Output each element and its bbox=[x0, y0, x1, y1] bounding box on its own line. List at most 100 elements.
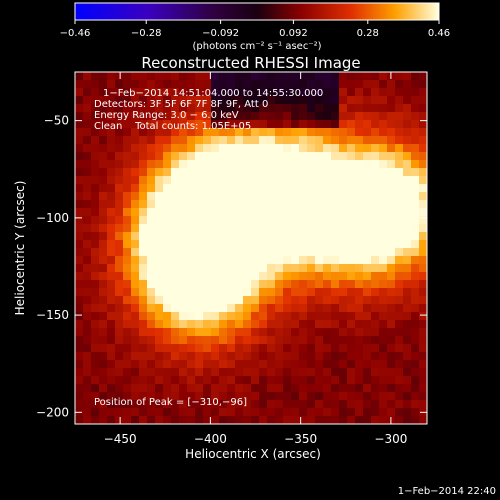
heatmap-cell bbox=[75, 96, 84, 105]
heatmap-cell bbox=[83, 304, 92, 313]
heatmap-cell bbox=[299, 232, 308, 241]
heatmap-cell bbox=[299, 184, 308, 193]
heatmap-cell bbox=[395, 384, 404, 393]
heatmap-cell bbox=[155, 344, 164, 353]
heatmap-cell bbox=[323, 128, 332, 137]
heatmap-cell bbox=[211, 376, 220, 385]
heatmap-cell bbox=[83, 400, 92, 409]
heatmap-cell bbox=[275, 328, 284, 337]
heatmap-cell bbox=[203, 392, 212, 401]
heatmap-cell bbox=[315, 168, 324, 177]
heatmap-cell bbox=[315, 88, 324, 97]
heatmap-cell bbox=[347, 216, 356, 225]
heatmap-cell bbox=[339, 96, 348, 105]
heatmap-cell bbox=[307, 336, 316, 345]
heatmap-cell bbox=[331, 232, 340, 241]
heatmap-cell bbox=[123, 312, 132, 321]
heatmap-cell bbox=[83, 160, 92, 169]
heatmap-cell bbox=[195, 304, 204, 313]
heatmap-cell bbox=[179, 280, 188, 289]
heatmap-cell bbox=[395, 240, 404, 249]
heatmap-cell bbox=[267, 416, 276, 424]
heatmap-cell bbox=[75, 120, 84, 129]
heatmap-cell bbox=[171, 160, 180, 169]
heatmap-cell bbox=[163, 216, 172, 225]
heatmap-cell bbox=[251, 184, 260, 193]
heatmap-cell bbox=[147, 288, 156, 297]
heatmap-cell bbox=[315, 72, 324, 81]
heatmap-cell bbox=[275, 72, 284, 81]
heatmap-cell bbox=[339, 344, 348, 353]
heatmap-cell bbox=[99, 152, 108, 161]
heatmap-cell bbox=[291, 272, 300, 281]
heatmap-cell bbox=[203, 192, 212, 201]
heatmap-cell bbox=[115, 320, 124, 329]
heatmap-cell bbox=[387, 352, 396, 361]
heatmap-cell bbox=[179, 208, 188, 217]
colorbar-tick-label: 0.28 bbox=[357, 28, 379, 39]
heatmap-cell bbox=[363, 288, 372, 297]
heatmap-cell bbox=[203, 184, 212, 193]
heatmap-cell bbox=[363, 208, 372, 217]
heatmap-cell bbox=[227, 376, 236, 385]
heatmap-cell bbox=[203, 352, 212, 361]
heatmap-cell bbox=[187, 416, 196, 424]
heatmap-cell bbox=[395, 200, 404, 209]
heatmap-cell bbox=[355, 384, 364, 393]
heatmap-cell bbox=[275, 120, 284, 129]
heatmap-cell bbox=[347, 296, 356, 305]
heatmap-cell bbox=[219, 176, 228, 185]
heatmap-cell bbox=[115, 200, 124, 209]
heatmap-cell bbox=[211, 136, 220, 145]
heatmap-cell bbox=[347, 248, 356, 257]
heatmap-cell bbox=[243, 384, 252, 393]
heatmap-cell bbox=[251, 160, 260, 169]
heatmap-cell bbox=[171, 352, 180, 361]
heatmap-cell bbox=[83, 136, 92, 145]
heatmap-cell bbox=[179, 136, 188, 145]
heatmap-cell bbox=[107, 360, 116, 369]
heatmap-cell bbox=[211, 352, 220, 361]
heatmap-cell bbox=[251, 392, 260, 401]
heatmap-cell bbox=[131, 176, 140, 185]
heatmap-cell bbox=[403, 304, 412, 313]
heatmap-cell bbox=[243, 312, 252, 321]
heatmap-cell bbox=[75, 256, 84, 265]
heatmap-cell bbox=[339, 416, 348, 424]
heatmap-cell bbox=[147, 304, 156, 313]
heatmap-cell bbox=[419, 176, 427, 185]
heatmap-cell bbox=[299, 352, 308, 361]
heatmap-cell bbox=[187, 72, 196, 81]
heatmap-cell bbox=[107, 320, 116, 329]
heatmap-cell bbox=[115, 112, 124, 121]
heatmap-cell bbox=[395, 376, 404, 385]
heatmap-cell bbox=[307, 288, 316, 297]
heatmap-cell bbox=[363, 304, 372, 313]
heatmap-cell bbox=[299, 248, 308, 257]
heatmap-cell bbox=[283, 176, 292, 185]
x-tick-label: −400 bbox=[194, 432, 227, 446]
heatmap-cell bbox=[331, 96, 340, 105]
heatmap-cell bbox=[315, 368, 324, 377]
heatmap-cell bbox=[339, 184, 348, 193]
y-tick-label: −200 bbox=[36, 405, 69, 419]
heatmap-cell bbox=[195, 240, 204, 249]
heatmap-cell bbox=[307, 248, 316, 257]
heatmap-cell bbox=[91, 248, 100, 257]
heatmap-cell bbox=[123, 280, 132, 289]
heatmap-cell bbox=[251, 112, 260, 121]
heatmap-cell bbox=[379, 200, 388, 209]
heatmap-cell bbox=[99, 256, 108, 265]
heatmap-cell bbox=[275, 352, 284, 361]
heatmap-cell bbox=[291, 376, 300, 385]
heatmap-cell bbox=[323, 344, 332, 353]
heatmap-cell bbox=[355, 168, 364, 177]
heatmap-cell bbox=[355, 320, 364, 329]
heatmap-cell bbox=[371, 280, 380, 289]
heatmap-cell bbox=[203, 72, 212, 81]
heatmap-cell bbox=[83, 280, 92, 289]
heatmap-cell bbox=[243, 88, 252, 97]
heatmap-cell bbox=[371, 352, 380, 361]
heatmap-cell bbox=[339, 264, 348, 273]
heatmap-cell bbox=[323, 152, 332, 161]
